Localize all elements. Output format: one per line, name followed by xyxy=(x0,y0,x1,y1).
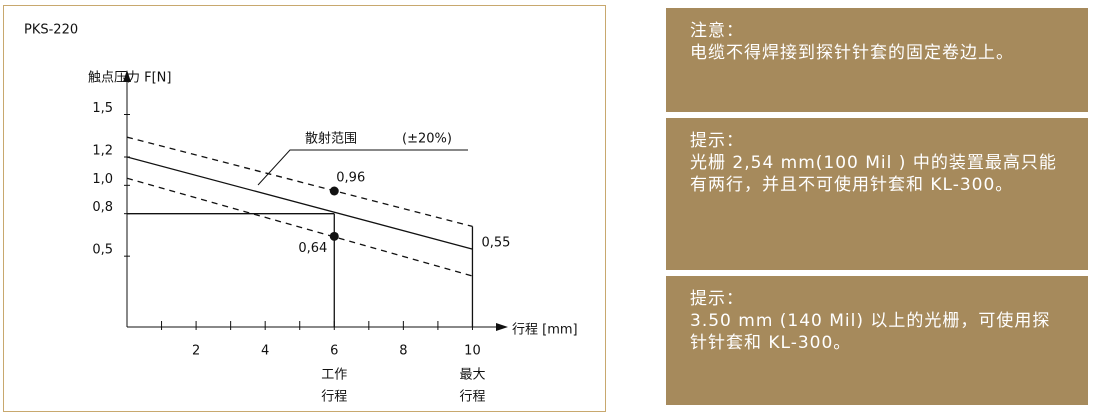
note-text: 3.50 mm (140 Mil) 以上的光栅，可使用探针针套和 KL-300。 xyxy=(690,311,1051,353)
data-label: 0,55 xyxy=(481,236,510,251)
x-tick-label: 10 xyxy=(464,344,481,359)
y-tick-label: 0,8 xyxy=(92,200,113,215)
note-box: 注意： 电缆不得焊接到探针针套的固定卷边上。 xyxy=(666,8,1088,112)
series-line xyxy=(126,156,473,250)
x-tick-label: 4 xyxy=(261,344,269,359)
data-label: 0,64 xyxy=(298,241,327,256)
chart-title: PKS-220 xyxy=(24,23,78,38)
y-tick-label: 1,2 xyxy=(92,144,113,159)
x-tick-label: 6 xyxy=(330,344,338,359)
series-line xyxy=(126,136,473,228)
y-tick-label: 1,5 xyxy=(92,101,113,116)
annotation-text: (±20%) xyxy=(402,132,452,147)
annotation-text: 散射范围 xyxy=(305,131,357,147)
series-line xyxy=(126,177,473,277)
chart: PKS-220 触点压力 F[N] 行程 [mm] 散射范围 (±20%) 0,… xyxy=(3,5,606,412)
y-tick-label: 0,5 xyxy=(92,243,113,258)
chart-frame xyxy=(3,5,606,412)
note-title: 提示： xyxy=(690,131,744,151)
y-axis-label: 触点压力 F[N] xyxy=(88,71,171,86)
x-axis-label: 行程 [mm] xyxy=(512,323,578,338)
x-annotation: 行程 xyxy=(321,390,347,405)
x-annotation: 工作 xyxy=(321,368,347,383)
note-text: 光栅 2,54 mm(100 Mil ) 中的装置最高只能有两行，并且不可使用针… xyxy=(690,153,1057,195)
x-tick-label: 2 xyxy=(192,344,200,359)
x-annotation: 行程 xyxy=(459,390,485,405)
data-point xyxy=(329,186,339,196)
x-annotation: 最大 xyxy=(459,368,485,383)
data-label: 0,96 xyxy=(336,171,365,186)
y-tick-label: 1,0 xyxy=(92,172,113,187)
note-box: 提示： 光栅 2,54 mm(100 Mil ) 中的装置最高只能有两行，并且不可… xyxy=(666,118,1088,270)
x-tick-label: 8 xyxy=(399,344,407,359)
note-box: 提示： 3.50 mm (140 Mil) 以上的光栅，可使用探针针套和 KL-3… xyxy=(666,276,1088,405)
note-title: 提示： xyxy=(690,289,744,309)
note-title: 注意： xyxy=(690,21,744,41)
data-point xyxy=(329,231,339,241)
note-text: 电缆不得焊接到探针针套的固定卷边上。 xyxy=(690,43,1014,63)
